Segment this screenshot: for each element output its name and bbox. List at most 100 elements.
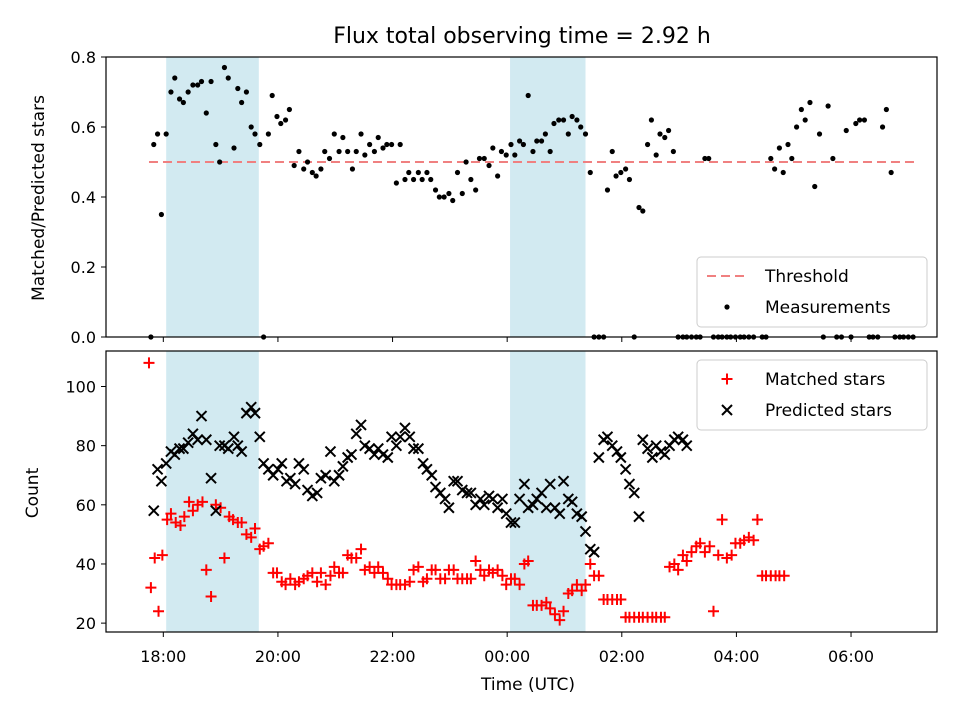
data-point (262, 537, 274, 549)
data-point (560, 117, 567, 123)
data-point (172, 75, 178, 81)
data-point (421, 573, 433, 585)
data-point (443, 502, 455, 514)
data-point (291, 162, 297, 169)
data-point (534, 138, 540, 144)
legend-label: Predicted stars (765, 401, 892, 421)
data-point (628, 487, 640, 499)
data-point (623, 478, 636, 490)
data-point (686, 546, 698, 558)
data-point (390, 439, 403, 452)
data-point (185, 89, 191, 95)
data-point (549, 608, 561, 620)
data-point (353, 148, 359, 155)
data-point (399, 422, 411, 434)
data-point (155, 475, 168, 487)
x-tick-label: 04:00 (713, 647, 759, 666)
data-point (271, 567, 283, 579)
data-point (371, 148, 378, 155)
data-point (626, 176, 633, 183)
data-point (495, 173, 501, 179)
legend: Threshold Measurements (696, 256, 928, 328)
data-point (315, 567, 327, 579)
data-point (888, 169, 894, 176)
top-panel: 0.0 0.2 0.4 0.6 0.8 Threshold Measurements (71, 48, 938, 347)
data-point (367, 141, 373, 148)
data-point (154, 131, 161, 137)
data-point (426, 469, 438, 481)
data-point (176, 96, 183, 102)
data-point (228, 431, 240, 443)
legend-box (696, 359, 928, 431)
data-point (394, 431, 406, 443)
data-point (217, 159, 223, 165)
legend-measurement-swatch (724, 304, 730, 310)
data-point (324, 570, 336, 582)
data-point (584, 558, 596, 570)
data-point (672, 564, 684, 576)
data-point (358, 131, 364, 137)
data-point (785, 141, 791, 148)
data-point (439, 493, 451, 505)
data-point (393, 180, 399, 186)
y-tick-label: 0.8 (71, 48, 96, 67)
data-point (473, 187, 479, 193)
data-point (326, 155, 333, 162)
y-tick-label: 0.0 (71, 328, 96, 347)
data-point (165, 508, 177, 520)
data-point (213, 439, 226, 452)
data-point (588, 546, 600, 558)
data-point (538, 138, 545, 144)
data-point (509, 573, 521, 585)
data-point (355, 543, 367, 555)
data-point (780, 169, 786, 176)
data-point (410, 176, 417, 183)
x-tick-label: 22:00 (369, 647, 415, 666)
data-point (311, 576, 323, 588)
data-point (535, 487, 548, 499)
data-point (412, 561, 424, 573)
data-point (593, 451, 605, 464)
x-tick-label: 20:00 (255, 647, 301, 666)
data-point (160, 457, 172, 470)
legend: Matched stars Predicted stars (696, 359, 928, 431)
data-point (807, 99, 813, 106)
data-point (843, 127, 849, 134)
data-point (245, 531, 257, 543)
data-point (772, 166, 778, 172)
data-point (158, 211, 164, 218)
data-point (415, 169, 421, 176)
data-point (778, 570, 790, 582)
data-point (565, 131, 571, 137)
data-point (659, 448, 671, 461)
data-point (659, 611, 671, 623)
data-point (486, 162, 492, 169)
x-axis-label: Time (UTC) (480, 675, 575, 695)
data-point (324, 445, 337, 458)
data-point (221, 64, 228, 71)
data-point (195, 410, 208, 422)
data-point (404, 431, 416, 443)
data-point (203, 110, 209, 116)
data-point (481, 155, 487, 162)
data-point (508, 141, 514, 148)
data-point (412, 442, 425, 455)
data-point (500, 507, 512, 520)
data-point (377, 567, 389, 579)
shaded-interval (510, 57, 586, 337)
data-point (280, 579, 292, 591)
y-tick-label: 20 (76, 614, 96, 633)
data-point (748, 534, 760, 546)
y-tick-label: 100 (65, 377, 96, 396)
data-point (699, 546, 711, 558)
data-point (153, 605, 165, 617)
data-point (776, 145, 782, 151)
data-point (505, 516, 517, 529)
data-point (380, 145, 386, 151)
data-point (578, 124, 584, 130)
data-point (662, 134, 668, 141)
series-predicted-stars (148, 401, 693, 558)
legend-label: Matched stars (765, 370, 885, 390)
data-point (487, 493, 499, 505)
